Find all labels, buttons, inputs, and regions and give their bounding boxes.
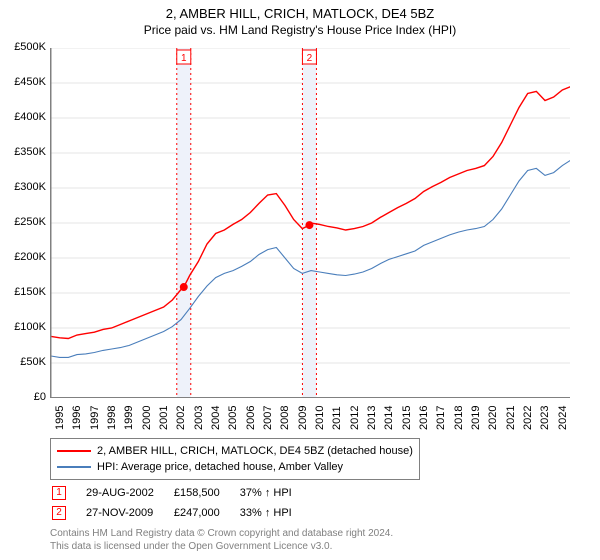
legend-row: 2, AMBER HILL, CRICH, MATLOCK, DE4 5BZ (… xyxy=(57,443,413,459)
legend: 2, AMBER HILL, CRICH, MATLOCK, DE4 5BZ (… xyxy=(50,438,420,480)
x-tick-label: 2011 xyxy=(331,406,343,430)
y-tick-label: £300K xyxy=(2,181,46,193)
sale-delta: 37% ↑ HPI xyxy=(240,484,310,502)
sale-date: 27-NOV-2009 xyxy=(86,504,172,522)
chart-title: 2, AMBER HILL, CRICH, MATLOCK, DE4 5BZ xyxy=(0,0,600,21)
x-tick-label: 2013 xyxy=(366,406,378,430)
legend-label: HPI: Average price, detached house, Ambe… xyxy=(97,461,343,473)
x-tick-label: 2012 xyxy=(349,406,361,430)
table-row: 2 27-NOV-2009 £247,000 33% ↑ HPI xyxy=(52,504,310,522)
svg-text:2: 2 xyxy=(307,53,313,64)
x-tick-label: 2000 xyxy=(141,406,153,430)
x-tick-label: 1996 xyxy=(71,406,83,430)
x-tick-label: 2015 xyxy=(401,406,413,430)
x-tick-label: 2023 xyxy=(539,406,551,430)
y-tick-label: £500K xyxy=(2,41,46,53)
x-tick-label: 2007 xyxy=(262,406,274,430)
x-tick-label: 2020 xyxy=(487,406,499,430)
y-tick-label: £400K xyxy=(2,111,46,123)
y-tick-label: £0 xyxy=(2,391,46,403)
x-tick-label: 2003 xyxy=(193,406,205,430)
svg-text:1: 1 xyxy=(181,53,187,64)
y-tick-label: £150K xyxy=(2,286,46,298)
y-tick-label: £100K xyxy=(2,321,46,333)
x-tick-label: 2010 xyxy=(314,406,326,430)
x-tick-label: 2002 xyxy=(175,406,187,430)
x-tick-label: 2001 xyxy=(158,406,170,430)
legend-label: 2, AMBER HILL, CRICH, MATLOCK, DE4 5BZ (… xyxy=(97,445,413,457)
x-tick-label: 2006 xyxy=(245,406,257,430)
sale-price: £158,500 xyxy=(174,484,238,502)
x-tick-label: 1999 xyxy=(123,406,135,430)
x-tick-label: 1998 xyxy=(106,406,118,430)
legend-row: HPI: Average price, detached house, Ambe… xyxy=(57,459,413,475)
sale-date: 29-AUG-2002 xyxy=(86,484,172,502)
y-tick-label: £450K xyxy=(2,76,46,88)
x-tick-label: 2014 xyxy=(383,406,395,430)
chart-subtitle: Price paid vs. HM Land Registry's House … xyxy=(0,21,600,37)
y-tick-label: £250K xyxy=(2,216,46,228)
legend-line-icon xyxy=(57,466,91,468)
x-tick-label: 2019 xyxy=(470,406,482,430)
sale-delta: 33% ↑ HPI xyxy=(240,504,310,522)
y-tick-label: £200K xyxy=(2,251,46,263)
credit-line: Contains HM Land Registry data © Crown c… xyxy=(50,528,393,539)
x-tick-label: 2009 xyxy=(297,406,309,430)
sales-table: 1 29-AUG-2002 £158,500 37% ↑ HPI 2 27-NO… xyxy=(50,482,312,524)
sale-marker-icon: 2 xyxy=(52,506,66,520)
y-tick-label: £50K xyxy=(2,356,46,368)
sale-marker-icon: 1 xyxy=(52,486,66,500)
table-row: 1 29-AUG-2002 £158,500 37% ↑ HPI xyxy=(52,484,310,502)
x-tick-label: 2004 xyxy=(210,406,222,430)
price-chart: 12 xyxy=(50,48,570,398)
sale-price: £247,000 xyxy=(174,504,238,522)
x-tick-label: 2024 xyxy=(557,406,569,430)
x-tick-label: 2016 xyxy=(418,406,430,430)
x-tick-label: 2018 xyxy=(453,406,465,430)
x-tick-label: 2017 xyxy=(435,406,447,430)
x-tick-label: 1995 xyxy=(54,406,66,430)
x-tick-label: 2005 xyxy=(227,406,239,430)
y-tick-label: £350K xyxy=(2,146,46,158)
x-tick-label: 2008 xyxy=(279,406,291,430)
x-tick-label: 1997 xyxy=(89,406,101,430)
legend-line-icon xyxy=(57,450,91,452)
x-tick-label: 2022 xyxy=(522,406,534,430)
credit-line: This data is licensed under the Open Gov… xyxy=(50,541,332,552)
x-tick-label: 2021 xyxy=(505,406,517,430)
